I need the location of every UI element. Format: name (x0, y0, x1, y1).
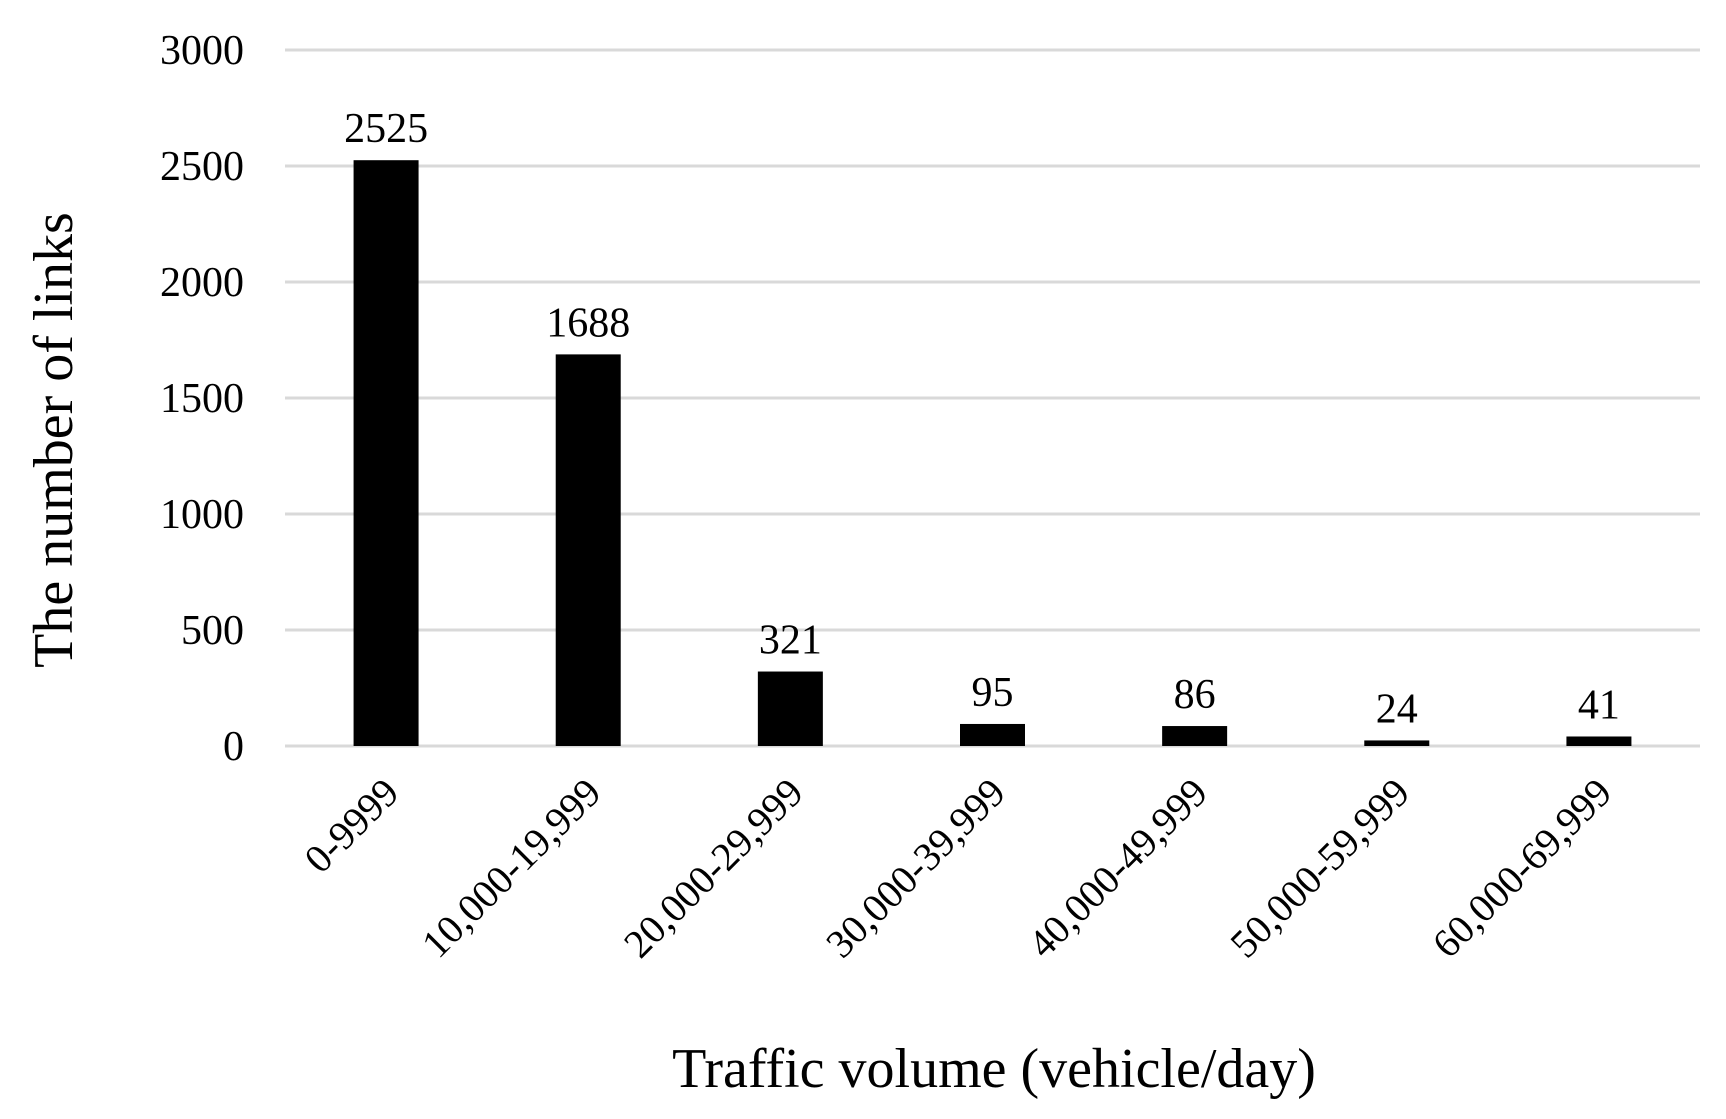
y-axis-title: The number of links (23, 212, 85, 668)
y-tick-label-2000: 2000 (160, 260, 244, 306)
y-tick-label-0: 0 (223, 724, 244, 770)
y-tick-label-1000: 1000 (160, 492, 244, 538)
y-tick-label-1500: 1500 (160, 376, 244, 422)
x-tick-label-7: 60,000-69,999 (1423, 770, 1620, 967)
y-axis-ticks: 0 500 1000 1500 2000 2500 3000 (160, 28, 244, 770)
bar-3 (757, 671, 823, 746)
bar-value-label-4: 95 (972, 670, 1014, 716)
x-tick-label-6: 50,000-59,999 (1221, 770, 1418, 967)
x-tick-label-4: 30,000-39,999 (817, 770, 1014, 967)
bar-value-label-3: 321 (759, 618, 822, 664)
bar-4 (960, 723, 1025, 746)
y-tick-label-2500: 2500 (160, 144, 244, 190)
x-tick-label-5: 40,000-49,999 (1019, 770, 1216, 967)
x-axis-ticks: 0-9999 10,000-19,999 20,000-29,999 30,000-3… (295, 770, 1620, 967)
x-axis-title: Traffic volume (vehicle/day) (672, 1038, 1316, 1100)
y-tick-label-500: 500 (181, 608, 244, 654)
x-tick-label-3: 20,000-29,999 (615, 770, 812, 967)
bar-value-label-2: 1688 (546, 300, 630, 346)
bar-value-label-6: 24 (1376, 686, 1418, 732)
bar-1 (353, 160, 419, 746)
x-tick-label-2: 10,000-19,999 (413, 770, 610, 967)
x-tick-label-1: 0-9999 (295, 770, 407, 882)
bar-2 (555, 354, 621, 746)
bar-value-label-1: 2525 (344, 106, 428, 152)
y-tick-label-3000: 3000 (160, 28, 244, 74)
bar-5 (1162, 726, 1228, 746)
bar-value-label-5: 86 (1174, 672, 1216, 718)
gridlines (285, 48, 1700, 748)
bar-value-label-7: 41 (1578, 682, 1620, 728)
bars (353, 160, 1632, 746)
bar-value-labels: 2525 1688 321 95 86 24 41 (344, 106, 1620, 732)
bar-6 (1364, 740, 1430, 746)
bar-7 (1566, 736, 1632, 746)
